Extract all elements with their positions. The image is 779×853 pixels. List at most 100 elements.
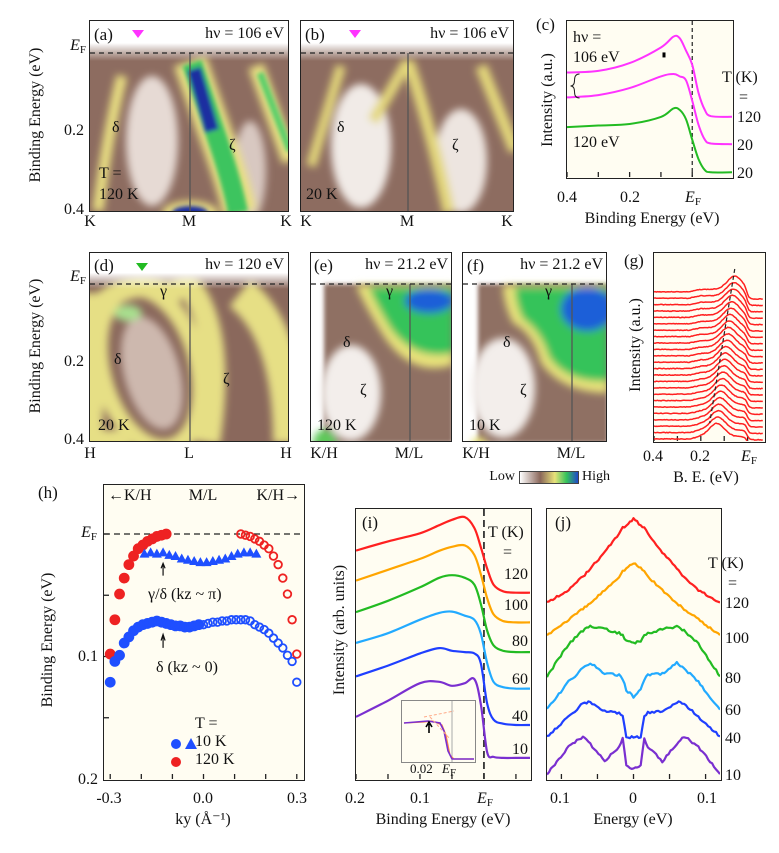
xtick-b-1: M (399, 213, 415, 230)
plot-i (356, 509, 530, 779)
edc-curve-23 (654, 422, 748, 441)
ef-main: E (70, 37, 80, 54)
edc-curve-22 (654, 416, 763, 441)
plot-frame-h (103, 484, 305, 781)
y-axis-label-h: Binding Energy (eV) (39, 572, 56, 708)
band-zeta-d: ζ (223, 371, 230, 388)
xtick-c-0: 0.4 (557, 189, 577, 206)
legend-title-h: T = (195, 715, 218, 732)
ytick-d-02: 0.2 (64, 353, 84, 370)
edc-curve-7 (654, 320, 763, 345)
arpes-map-b (300, 20, 514, 212)
xtick-c-1: 0.2 (620, 189, 640, 206)
hv-d: hν = 120 eV (205, 256, 284, 273)
data-point-triangle (145, 547, 156, 557)
data-point-circle (264, 544, 274, 554)
data-point-circle (287, 615, 297, 625)
temp-e: 120 K (317, 417, 357, 434)
data-point-triangle (176, 553, 187, 563)
data-point-circle (292, 677, 302, 687)
panel-label-f: (f) (467, 256, 484, 275)
ytick-h-02: 0.2 (78, 771, 98, 788)
data-point-triangle (164, 549, 175, 559)
temp-a-2: 120 K (99, 186, 139, 203)
edc-curve-11 (654, 345, 763, 371)
temp-i-5: 10 (512, 741, 528, 758)
temp-c-1: 20 (737, 137, 753, 154)
data-point-circle (282, 589, 293, 599)
map-e-image (311, 253, 451, 441)
equals-c: = (739, 89, 749, 106)
ef-sub: F (79, 44, 86, 56)
inset-i (401, 700, 476, 763)
inset-curve-10k (403, 720, 474, 760)
data-point-circle (198, 619, 209, 630)
hv-c-2: 106 eV (573, 49, 620, 66)
hv-a: hν = 106 eV (205, 25, 284, 42)
xtick-i-ef: EF (477, 791, 493, 809)
inset-fit-lines (423, 710, 455, 740)
colorbar (519, 471, 579, 484)
band-delta-e: δ (343, 334, 351, 351)
panel-label-b: (b) (305, 25, 325, 44)
data-point-circle (278, 573, 288, 583)
arpes-map-a (89, 20, 289, 212)
xtick-e-1: M/L (394, 445, 424, 462)
band-delta-d: δ (114, 351, 122, 368)
xtick-a-2: K (280, 213, 292, 230)
ytick-a-04: 0.4 (64, 201, 84, 218)
edc-curve-21 (654, 409, 763, 435)
panel-label-c: (c) (536, 15, 555, 34)
spectrum-line-1 (567, 72, 732, 146)
marker-triangle-icon (349, 30, 361, 38)
plot-frame-j (546, 508, 722, 781)
panel-label-d: (d) (94, 256, 114, 275)
ef-label-d: EF (70, 269, 86, 287)
data-point-triangle (245, 547, 256, 557)
y-axis-label-i: Intensity (arb. units) (331, 564, 348, 696)
temp-a-1: T = (99, 165, 122, 182)
xtick-a-1: M (181, 213, 197, 230)
direction-mid: M/L (188, 487, 218, 504)
data-point-circle (273, 638, 283, 648)
legend-marker-circle-120k (171, 757, 181, 767)
xtick-a-0: K (84, 213, 96, 230)
data-point-circle (236, 529, 246, 539)
ef-sub: F (486, 797, 493, 809)
peak-marker (662, 52, 666, 58)
symmetrized-spectrum-T60 (547, 660, 720, 711)
ef-main: E (477, 790, 487, 807)
arpes-map-f (462, 252, 607, 442)
ef-main: E (685, 189, 695, 206)
spectrum-line-T80 (356, 574, 530, 654)
edc-curve-2 (654, 288, 763, 313)
legend-10k: 10 K (195, 733, 227, 750)
xtick-j-2: 0.1 (697, 790, 717, 807)
hv-b: hν = 106 eV (430, 25, 509, 42)
data-point-circle (245, 531, 255, 542)
xtick-d-1: L (184, 445, 194, 462)
xtick-i-0: 0.2 (345, 790, 365, 807)
edc-curve-0 (654, 275, 763, 300)
temp-i-1: 100 (504, 597, 528, 614)
annotation-delta: δ (kz ~ 0) (156, 659, 218, 676)
edc-curve-19 (654, 396, 763, 422)
edc-curve-13 (654, 358, 763, 384)
plot-h (104, 528, 303, 779)
inset-plot (403, 701, 474, 762)
xtick-g-ef: EF (741, 449, 757, 467)
xtick-h-2: 0.3 (287, 790, 307, 807)
data-point-triangle (220, 553, 231, 563)
data-point-circle (160, 528, 172, 540)
panel-label-h: (h) (38, 483, 58, 502)
edc-curve-16 (654, 377, 763, 403)
data-point-circle (217, 616, 227, 626)
data-point-circle (212, 617, 223, 627)
map-b-image (301, 21, 513, 211)
arrow-up-icon (160, 561, 166, 576)
x-axis-label-h: ky (Å⁻¹) (175, 811, 231, 828)
hv-f: hν = 21.2 eV (520, 256, 603, 273)
legend-120k: 120 K (195, 751, 235, 768)
band-zeta-a: ζ (229, 137, 236, 154)
